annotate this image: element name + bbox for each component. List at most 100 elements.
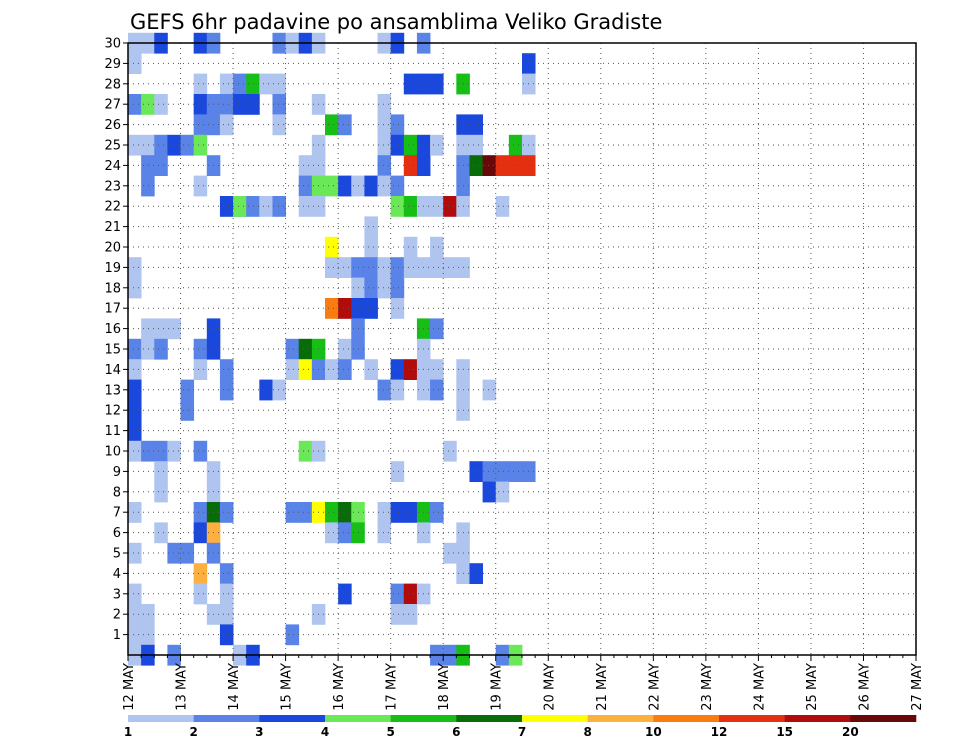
colorbar-segment [259,715,326,722]
heatmap-cell [325,298,339,319]
heatmap-cell [128,604,142,625]
heatmap-cell [272,196,286,217]
colorbar-label: 12 [711,725,728,739]
heatmap-cell [430,196,444,217]
y-tick-label: 29 [104,57,121,72]
heatmap-cell [141,440,155,462]
heatmap-cell [403,502,418,523]
heatmap-cell [338,114,352,136]
heatmap-cell [390,114,405,136]
heatmap-cell [390,359,405,380]
heatmap-cell [377,502,392,523]
y-tick-label: 15 [104,343,121,358]
heatmap-cell [325,522,339,544]
heatmap-cell [246,94,260,115]
colorbar: 1 2 3 4 5 6 7 8 10 12 15 20 [124,715,917,739]
heatmap-cell [219,114,234,136]
x-tick-label: 23 MAY [700,663,715,711]
y-tick-label: 21 [104,220,121,235]
heatmap-cell [259,73,273,95]
x-tick-label: 27 MAY [910,663,925,711]
heatmap-cell [298,440,313,462]
colorbar-label: 4 [321,725,329,739]
y-tick-label: 2 [113,608,121,623]
heatmap-cell [430,502,444,523]
heatmap-cell [141,155,155,176]
heatmap-cell [128,379,142,401]
heatmap-cell [364,175,378,197]
heatmap-cell [364,257,378,278]
dotted-grid [128,43,916,655]
heatmap-cell [390,134,405,156]
y-tick-label: 26 [104,118,121,133]
heatmap-cell [325,175,339,197]
y-tick-label: 8 [113,485,121,500]
heatmap-cell [285,624,300,646]
heatmap-cell [364,216,378,238]
heatmap-cell [219,359,234,380]
heatmap-cell [430,359,444,380]
colorbar-segment [325,715,391,722]
heatmap-cell [377,257,392,278]
heatmap-cell [167,318,181,340]
heatmap-cell [233,94,247,115]
heatmap-cell [338,175,352,197]
y-tick-label: 16 [104,322,121,337]
heatmap-cell [141,175,155,197]
heatmap-cell [180,379,195,401]
heatmap-cell [430,236,444,258]
x-axis-ticks: 12 MAY 13 MAY 14 MAY 15 MAY 16 MAY 17 MAY 18 M… [122,655,925,711]
heatmap-cell [128,338,142,360]
heatmap-cell [154,338,168,360]
heatmap-cell [128,420,142,442]
x-tick-label: 19 MAY [490,663,505,711]
heatmap-cell [272,379,286,401]
heatmap-cell [482,461,497,482]
heatmap-cell [390,461,405,482]
heatmap-cell [338,298,352,319]
heatmap-cell [128,400,142,421]
x-tick-label: 18 MAY [437,663,452,711]
heatmap-cell [141,318,155,340]
colorbar-label: 5 [386,725,394,739]
colorbar-label: 10 [645,725,662,739]
heatmap-cell [219,502,234,523]
heatmap-cell [325,114,339,136]
heatmap-cell [364,359,378,380]
y-tick-label: 3 [113,587,121,602]
heatmap-cell [272,94,286,115]
y-tick-label: 23 [104,179,121,194]
heatmap-cell [390,175,405,197]
colorbar-label: 2 [189,725,197,739]
heatmap-cell [219,73,234,95]
chart-title: GEFS 6hr padavine po ansamblima Veliko G… [130,10,662,34]
colorbar-segment [456,715,523,722]
colorbar-segment [128,715,194,722]
heatmap-cell [390,379,405,401]
heatmap-cell [403,359,418,380]
heatmap-cell [154,155,168,176]
y-tick-label: 19 [104,261,121,276]
heatmap-cell [338,359,352,380]
heatmap-cell [259,196,273,217]
heatmap-cell [338,257,352,278]
colorbar-segment [522,715,588,722]
heatmap-cell [495,196,510,217]
heatmap-cell [193,563,208,584]
heatmap-cell [469,134,483,156]
colorbar-segment [653,715,720,722]
y-tick-label: 11 [104,424,121,439]
heatmap-cell [219,604,234,625]
heatmap-cell [193,134,208,156]
heatmap-cell [233,73,247,95]
heatmap-cell [298,155,313,176]
heatmap-cell [154,461,168,482]
heatmap-cell [482,155,497,176]
heatmap-cell [390,257,405,278]
heatmap-cell [469,563,483,584]
colorbar-segment [784,715,851,722]
y-tick-label: 30 [104,37,121,52]
colorbar-segment [193,715,260,722]
heatmap-cell [128,583,142,605]
heatmap-cell [128,624,142,646]
